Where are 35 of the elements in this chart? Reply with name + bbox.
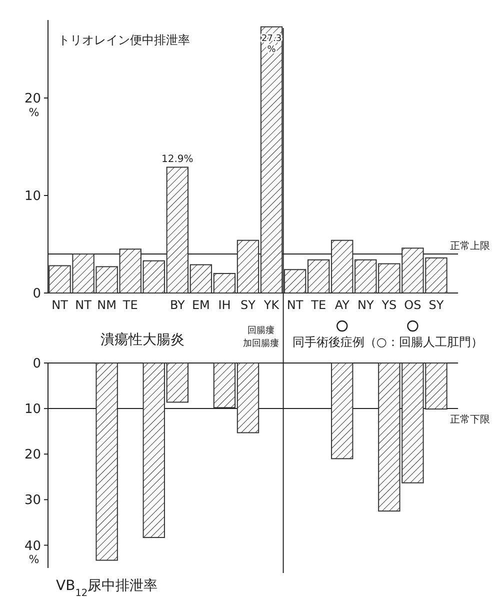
x-tick-label: BY: [170, 298, 186, 312]
text: トリオレイン便中排泄率: [58, 33, 190, 47]
x-tick-label: YS: [380, 298, 397, 312]
ref-line-label: 正常下限: [450, 414, 490, 426]
x-tick-label: SY: [428, 298, 444, 312]
y-tick-label: 10: [24, 189, 41, 204]
x-tick-label: YK: [262, 298, 280, 312]
x-tick-label: TE: [122, 298, 138, 312]
y-axis-title: %: [28, 106, 40, 119]
y-tick-label: 10: [24, 402, 41, 418]
x-tick-label: IH: [218, 298, 231, 312]
text: 加回腸瘻: [242, 338, 279, 349]
text: 同手術後症例（○：回腸人工肛門）: [292, 335, 483, 349]
x-tick-label: NT: [52, 298, 69, 312]
x-tick-label: AY: [334, 298, 350, 312]
text: VB$_{12}$尿中排泄率: [56, 578, 158, 598]
y-axis-title: %: [28, 553, 40, 566]
x-tick-label: EM: [192, 298, 210, 312]
y-tick-label: 30: [24, 493, 41, 508]
x-tick-label: NT: [286, 298, 304, 312]
x-tick-label: OS: [404, 298, 422, 312]
y-tick-label: 0: [32, 356, 41, 372]
y-tick-label: 20: [24, 448, 41, 463]
data-label: 12.9%: [162, 154, 194, 166]
x-tick-label: TE: [310, 298, 326, 312]
text: 回腸瘻: [247, 325, 274, 336]
x-tick-label: NM: [97, 298, 116, 312]
y-tick-label: 0: [32, 286, 41, 302]
y-tick-label: 40: [24, 538, 41, 554]
ref-line-label: 正常上限: [450, 240, 490, 252]
x-tick-label: NT: [75, 298, 92, 312]
y-tick-label: 20: [24, 92, 41, 107]
x-tick-label: NY: [357, 298, 374, 312]
text: 潰瘍性大腸炎: [100, 332, 185, 348]
x-tick-label: SY: [240, 298, 256, 312]
